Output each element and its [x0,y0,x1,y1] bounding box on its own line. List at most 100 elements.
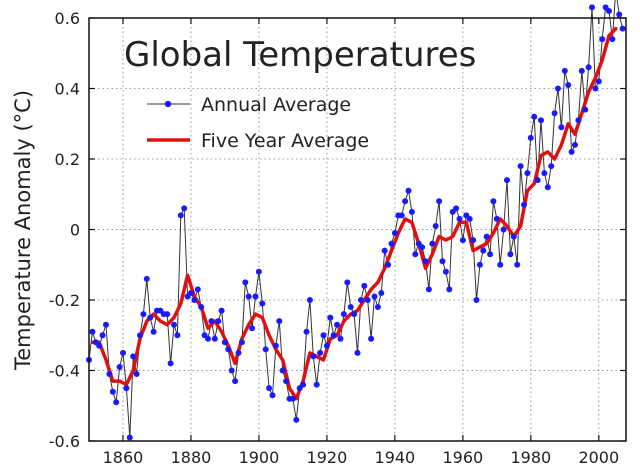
annual-average-point [116,364,123,370]
annual-average-point [391,230,398,236]
annual-average-point [235,349,242,356]
x-tick-label: 2000 [578,448,619,467]
annual-average-point [147,314,154,321]
annual-average-point [364,297,371,303]
x-tick-label: 1920 [307,448,348,467]
annual-average-point [283,378,290,385]
y-tick-label: 0.4 [55,80,80,99]
annual-average-point [208,318,215,325]
ticks [89,17,626,442]
annual-average-point [225,346,232,353]
annual-average-point [483,233,490,240]
annual-average-point [255,268,262,275]
x-tick-label: 1880 [171,448,212,467]
annual-average-point [289,395,296,402]
annual-average-point [425,286,432,293]
y-tick-label: 0.2 [55,150,80,169]
annual-average-point [351,311,358,318]
annual-average-point [340,311,347,318]
annual-average-point [249,325,256,332]
annual-average-point [419,244,426,251]
annual-average-point [188,290,194,296]
annual-average-point [572,141,578,148]
annual-average-point [402,198,409,205]
x-tick-label: 1940 [375,448,416,467]
annual-average-point [137,332,143,339]
annual-average-point [194,286,201,293]
annual-average-point [89,328,96,335]
x-tick-label: 1960 [443,448,484,467]
tick-labels: 1860 1880 1900 1920 1940 1960 1980 2000 -0.6 -0.4… [49,9,619,467]
annual-average-point [524,170,531,177]
annual-average-point [446,286,453,293]
annual-average-point [120,349,126,356]
annual-average-point [177,212,184,219]
annual-average-point [565,82,572,88]
annual-average-point [422,258,429,265]
annual-average-point [619,25,626,32]
annual-average-point [493,215,500,222]
annual-average-point [344,279,351,286]
annual-average-point [568,148,575,155]
annual-average-point [561,67,568,74]
annual-average-point [476,261,483,268]
annual-average-point [357,297,364,303]
annual-average-point [272,342,279,349]
annual-average-point [334,321,341,328]
gridlines [89,18,626,441]
annual-average-point [143,275,150,282]
annual-average-point [544,184,551,191]
annual-average-point [140,311,147,318]
annual-average-point [228,367,235,374]
annual-average-point [514,261,521,268]
annual-average-point [592,85,599,92]
y-tick-label: 0.6 [55,9,80,28]
annual-average-point [551,110,558,117]
y-tick-label: -0.6 [49,432,80,451]
x-tick-label: 1980 [510,448,551,467]
annual-average-point [252,293,259,300]
annual-average-point [575,117,582,124]
annual-average-point [106,371,113,377]
annual-average-point [218,307,225,314]
annual-average-point [317,349,324,356]
annual-average-point [130,353,137,360]
annual-average-point [96,342,103,349]
annual-average-point [103,321,109,328]
chart-title: Global Temperatures [124,35,476,75]
legend: Annual Average Five Year Average [147,94,369,152]
annual-average-point [578,67,585,74]
annual-average-point [497,261,504,268]
annual-average-point [150,328,157,335]
annual-average-point [616,11,623,18]
annual-average-point [262,346,269,353]
annual-average-point [606,8,612,14]
annual-average-point [215,318,222,325]
annual-average-point [374,304,381,310]
annual-average-point [242,279,249,286]
annual-average-point [585,64,592,71]
annual-average-point [269,392,276,399]
annual-average-point [521,201,527,208]
annual-average-point [245,293,252,300]
x-tick-label: 1860 [103,448,144,467]
annual-average-point [439,258,446,265]
annual-average-point [558,124,565,131]
annual-average-point [205,335,211,342]
annual-average-point [303,328,310,335]
annual-average-markers-group [86,4,626,441]
annual-average-point [306,297,313,303]
annual-average-point [487,251,494,258]
annual-average-point [429,240,436,247]
annual-average-point [500,226,507,233]
annual-average-point [198,304,205,310]
annual-average-point [589,4,595,11]
annual-average-point [582,106,589,113]
annual-average-point [510,233,517,240]
annual-average-point [538,117,544,124]
y-tick-label: 0 [70,221,80,240]
annual-average-point [133,371,140,377]
annual-average-point [541,170,548,177]
annual-average-line [88,0,624,438]
